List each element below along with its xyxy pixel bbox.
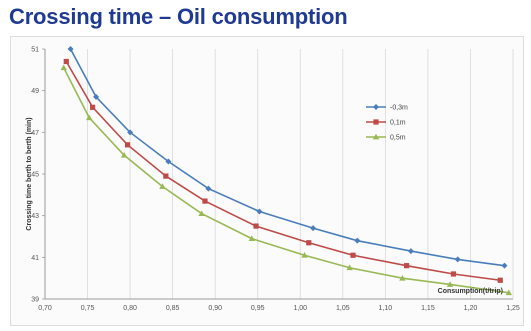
data-point [163, 173, 169, 179]
data-point [354, 237, 361, 244]
data-point [346, 264, 353, 271]
data-point [505, 289, 512, 296]
data-point [127, 129, 134, 136]
data-point [454, 256, 461, 263]
data-point [256, 208, 263, 215]
series-line [65, 61, 501, 282]
y-tick-label: 45 [31, 172, 39, 179]
x-tick-label: 1,15 [421, 305, 435, 312]
data-point [124, 142, 131, 148]
data-point [450, 271, 457, 277]
data-point [350, 252, 356, 258]
data-point [373, 104, 379, 110]
x-tick-label: 0,70 [38, 305, 52, 312]
data-point [202, 198, 208, 204]
data-point [373, 119, 379, 125]
x-tick-label: 0,95 [251, 305, 265, 312]
series-diamond [67, 46, 508, 269]
chart-container: 0,70 0,75 0,80 0,85 0,90 0,95 1,00 1,05 1,10 1,15… [10, 36, 524, 326]
data-point [86, 114, 93, 121]
data-point [301, 252, 308, 258]
data-point [159, 183, 166, 189]
y-tick-label: 41 [31, 255, 39, 262]
x-tick-label: 1,20 [464, 305, 478, 312]
x-axis-label: Consumption(t/trip) [438, 288, 503, 295]
data-point [63, 58, 69, 65]
x-tick-labels: 0,70 0,75 0,80 0,85 0,90 0,95 1,00 1,05 1,10 1,15… [38, 305, 520, 312]
line-chart: 0,70 0,75 0,80 0,85 0,90 0,95 1,00 1,05 1,10 1,15… [26, 46, 520, 312]
y-axis-label: Crossing time berth to berth (min) [26, 117, 33, 230]
x-tick-label: 1,10 [379, 305, 393, 312]
slide-title: Crossing time – Oil consumption [9, 4, 348, 29]
data-point [67, 46, 74, 52]
data-point [501, 262, 508, 269]
data-point [404, 263, 410, 269]
data-point [90, 104, 96, 110]
data-point [497, 277, 503, 283]
y-tick-label: 51 [31, 47, 39, 54]
legend: -0,3m 0,1m 0,5m [366, 104, 408, 142]
x-tick-label: 0,75 [81, 305, 95, 312]
legend-item: -0,3m [366, 104, 408, 112]
data-point [310, 225, 317, 232]
x-tick-label: 0,90 [208, 305, 222, 312]
data-point [60, 64, 67, 71]
x-tick-label: 0,80 [123, 305, 137, 312]
series-triangle [60, 64, 512, 296]
x-tick-label: 1,05 [336, 305, 350, 312]
data-point [120, 152, 128, 158]
x-tick-label: 0,85 [166, 305, 180, 312]
y-tick-label: 49 [31, 88, 39, 95]
data-point [253, 223, 259, 229]
data-point [248, 235, 255, 241]
y-tick-label: 39 [31, 297, 39, 304]
data-point [372, 133, 380, 140]
x-tick-label: 1,00 [293, 305, 307, 312]
data-point [306, 240, 312, 246]
y-tick-label: 47 [31, 130, 39, 137]
axes [44, 49, 513, 300]
data-point [407, 248, 414, 255]
series-line [69, 48, 505, 267]
y-tick-labels: 51 49 47 45 43 41 39 [31, 47, 45, 304]
series-square [63, 58, 503, 283]
legend-item: 0,1m [366, 119, 406, 127]
y-tick-label: 43 [31, 213, 39, 220]
legend-label: -0,3m [390, 105, 408, 112]
data-point [198, 210, 205, 216]
series-group [60, 46, 512, 296]
legend-label: 0,1m [390, 120, 406, 127]
data-point [93, 93, 100, 100]
legend-label: 0,5m [390, 135, 406, 142]
x-tick-label: 1,25 [506, 305, 520, 312]
legend-item: 0,5m [366, 133, 406, 142]
grid-lines [87, 49, 514, 299]
data-point [165, 158, 172, 165]
data-point [399, 274, 406, 281]
data-point [446, 281, 454, 287]
data-point [205, 185, 212, 192]
